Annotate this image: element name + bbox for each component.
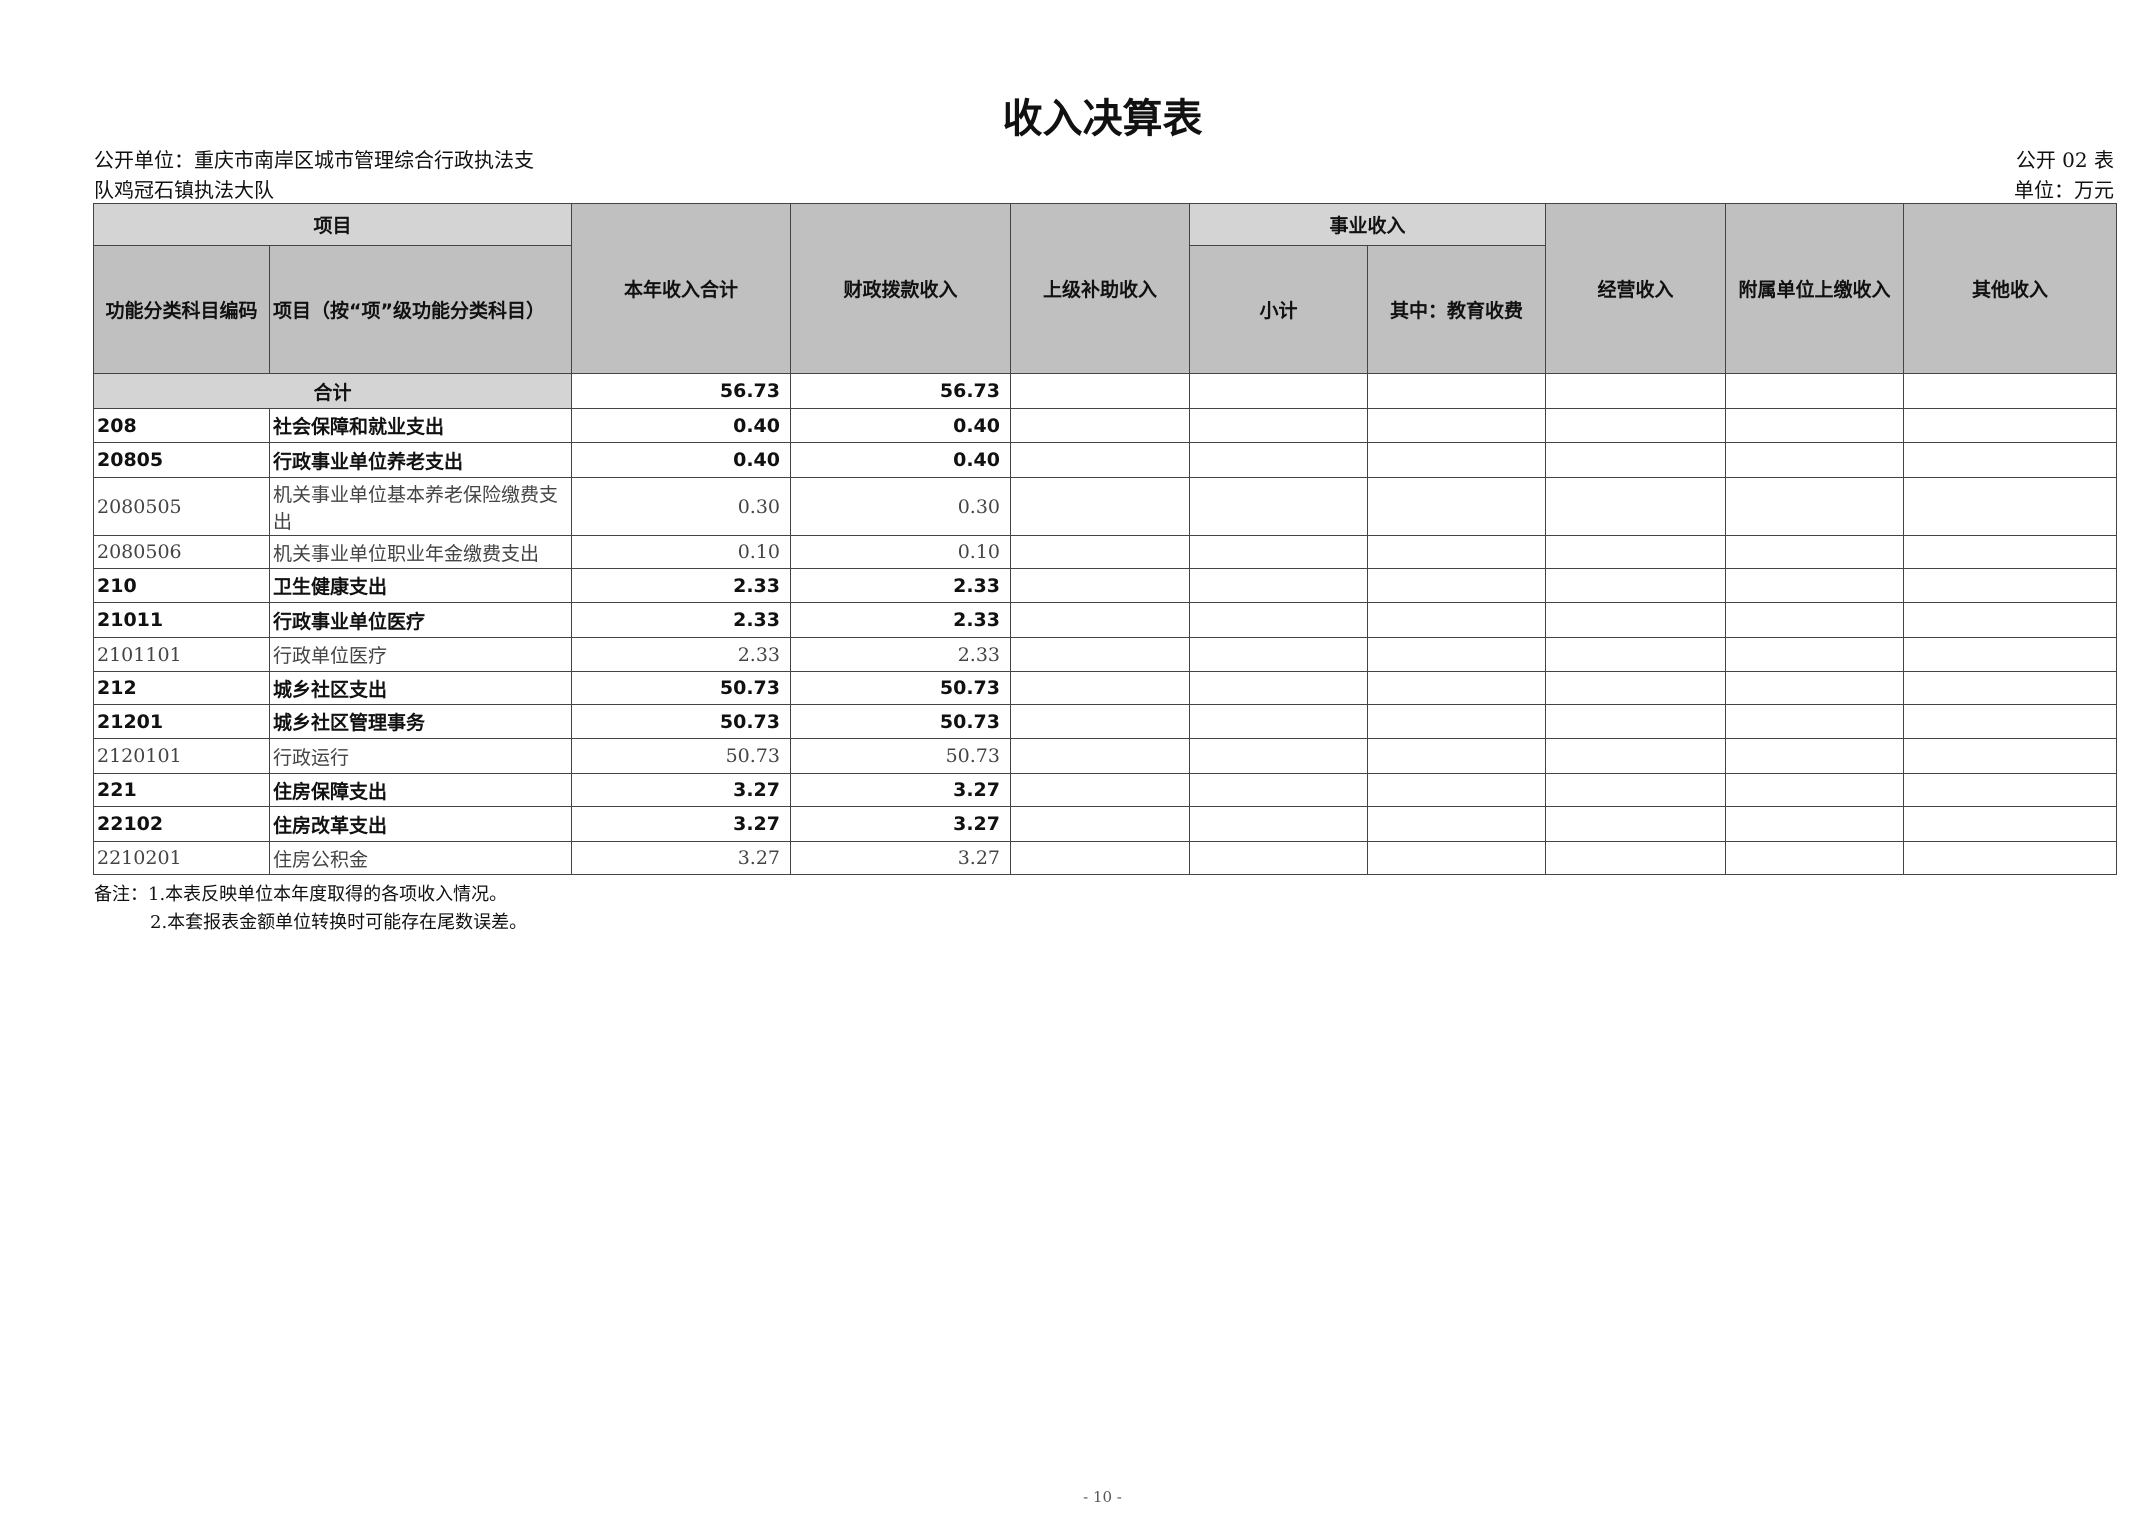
unit-name-line2: 队鸡冠石镇执法大队 [94, 178, 274, 202]
row-fiscal: 0.10 [790, 535, 1011, 569]
total-fiscal: 56.73 [790, 373, 1011, 409]
row-total: 2.33 [571, 637, 791, 672]
total-row: 合计 56.73 56.73 [93, 373, 2117, 409]
header-other: 其他收入 [1903, 203, 2117, 374]
table-row: 221 住房保障支出 3.27 3.27 [93, 773, 2117, 807]
row-code: 22102 [93, 806, 270, 842]
row-total: 50.73 [571, 704, 791, 739]
row-fiscal: 0.40 [790, 408, 1011, 443]
row-name: 卫生健康支出 [269, 568, 572, 603]
row-name: 住房改革支出 [269, 806, 572, 842]
row-code: 21201 [93, 704, 270, 739]
header-education: 其中：教育收费 [1367, 245, 1546, 374]
row-code: 2210201 [93, 841, 270, 875]
header-item: 项目 [93, 203, 572, 246]
table-row: 21201 城乡社区管理事务 50.73 50.73 [93, 704, 2117, 739]
income-table: 项目 本年收入合计 财政拨款收入 上级补助收入 事业收入 经营收入 附属单位上缴… [93, 203, 2117, 875]
row-total: 0.10 [571, 535, 791, 569]
header-business: 事业收入 [1189, 203, 1546, 246]
table-row: 212 城乡社区支出 50.73 50.73 [93, 671, 2117, 705]
row-total: 2.33 [571, 602, 791, 638]
row-code: 20805 [93, 442, 270, 478]
row-code: 2120101 [93, 738, 270, 774]
header-fiscal: 财政拨款收入 [790, 203, 1011, 374]
row-name: 住房保障支出 [269, 773, 572, 807]
row-code: 2080506 [93, 535, 270, 569]
row-fiscal: 50.73 [790, 704, 1011, 739]
row-total: 3.27 [571, 773, 791, 807]
row-total: 2.33 [571, 568, 791, 603]
table-row: 2210201 住房公积金 3.27 3.27 [93, 841, 2117, 875]
row-code: 2080505 [93, 477, 270, 536]
page-number: - 10 - [1083, 1488, 1122, 1506]
unit-label: 单位：万元 [2014, 178, 2114, 202]
row-name: 机关事业单位职业年金缴费支出 [269, 535, 572, 569]
header-operating: 经营收入 [1545, 203, 1726, 374]
row-fiscal: 0.30 [790, 477, 1011, 536]
row-name: 行政事业单位医疗 [269, 602, 572, 638]
header-name: 项目（按“项”级功能分类科目） [269, 245, 572, 374]
row-total: 0.40 [571, 442, 791, 478]
header-superior: 上级补助收入 [1010, 203, 1190, 374]
row-fiscal: 2.33 [790, 637, 1011, 672]
row-name: 机关事业单位基本养老保险缴费支出 [269, 477, 572, 536]
row-code: 210 [93, 568, 270, 603]
row-code: 212 [93, 671, 270, 705]
table-row: 208 社会保障和就业支出 0.40 0.40 [93, 408, 2117, 443]
row-total: 3.27 [571, 806, 791, 842]
row-name: 城乡社区支出 [269, 671, 572, 705]
note-2: 2.本套报表金额单位转换时可能存在尾数误差。 [150, 912, 528, 933]
row-name: 行政单位医疗 [269, 637, 572, 672]
row-fiscal: 50.73 [790, 738, 1011, 774]
row-code: 221 [93, 773, 270, 807]
table-row: 2080506 机关事业单位职业年金缴费支出 0.10 0.10 [93, 535, 2117, 569]
row-total: 3.27 [571, 841, 791, 875]
total-amount: 56.73 [571, 373, 791, 409]
unit-name-line1: 公开单位：重庆市南岸区城市管理综合行政执法支 [94, 148, 534, 172]
table-row: 21011 行政事业单位医疗 2.33 2.33 [93, 602, 2117, 638]
page-title: 收入决算表 [1002, 96, 1203, 142]
row-fiscal: 2.33 [790, 602, 1011, 638]
row-total: 50.73 [571, 671, 791, 705]
row-name: 行政运行 [269, 738, 572, 774]
table-row: 2101101 行政单位医疗 2.33 2.33 [93, 637, 2117, 672]
total-label: 合计 [93, 373, 572, 409]
header-total: 本年收入合计 [571, 203, 791, 374]
header-code: 功能分类科目编码 [93, 245, 270, 374]
header-subtotal: 小计 [1189, 245, 1368, 374]
row-code: 21011 [93, 602, 270, 638]
table-row: 2120101 行政运行 50.73 50.73 [93, 738, 2117, 774]
row-name: 行政事业单位养老支出 [269, 442, 572, 478]
row-code: 2101101 [93, 637, 270, 672]
note-1: 备注：1.本表反映单位本年度取得的各项收入情况。 [94, 884, 508, 905]
row-fiscal: 0.40 [790, 442, 1011, 478]
row-fiscal: 3.27 [790, 806, 1011, 842]
row-total: 0.30 [571, 477, 791, 536]
row-fiscal: 3.27 [790, 773, 1011, 807]
row-name: 社会保障和就业支出 [269, 408, 572, 443]
row-name: 住房公积金 [269, 841, 572, 875]
row-fiscal: 2.33 [790, 568, 1011, 603]
table-row: 22102 住房改革支出 3.27 3.27 [93, 806, 2117, 842]
row-fiscal: 50.73 [790, 671, 1011, 705]
row-name: 城乡社区管理事务 [269, 704, 572, 739]
form-number: 公开 02 表 [2015, 148, 2114, 172]
table-row: 210 卫生健康支出 2.33 2.33 [93, 568, 2117, 603]
row-total: 0.40 [571, 408, 791, 443]
table-row: 2080505 机关事业单位基本养老保险缴费支出 0.30 0.30 [93, 477, 2117, 536]
table-row: 20805 行政事业单位养老支出 0.40 0.40 [93, 442, 2117, 478]
row-fiscal: 3.27 [790, 841, 1011, 875]
header-affiliated: 附属单位上缴收入 [1725, 203, 1904, 374]
row-total: 50.73 [571, 738, 791, 774]
row-code: 208 [93, 408, 270, 443]
